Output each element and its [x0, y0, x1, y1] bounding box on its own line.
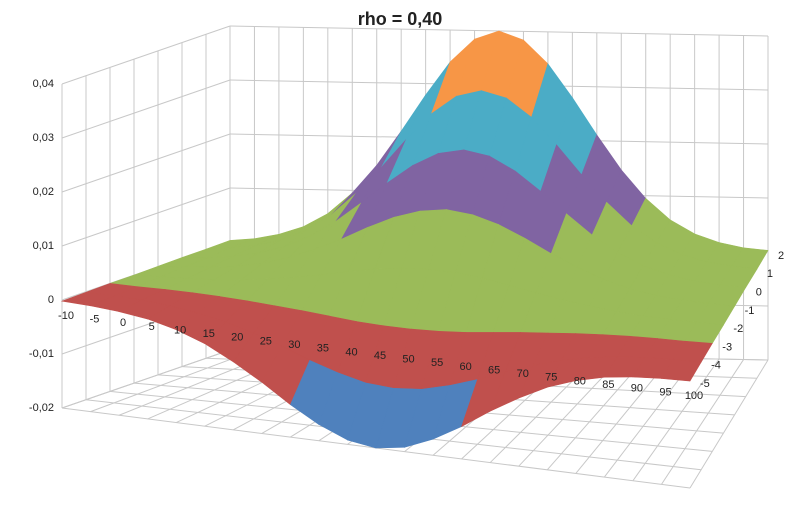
x-tick-label: 50: [402, 354, 414, 366]
x-tick-label: 30: [288, 339, 300, 351]
x-tick-label: 80: [574, 375, 586, 387]
chart-title: rho = 0,40: [358, 9, 443, 29]
x-tick-label: 5: [149, 321, 155, 333]
x-tick-label: 100: [685, 390, 703, 402]
depth-tick-label: 0: [756, 286, 762, 298]
x-tick-label: 85: [602, 379, 614, 391]
depth-tick-label: -3: [722, 341, 732, 353]
x-tick-label: 75: [545, 372, 557, 384]
depth-tick-label: -2: [733, 323, 743, 335]
x-tick-label: 40: [345, 346, 357, 358]
z-tick-label: 0,03: [33, 132, 54, 144]
x-tick-label: 70: [517, 368, 529, 380]
surface-cell: [660, 359, 702, 382]
grid-line: [61, 25, 231, 85]
z-tick-label: -0,02: [29, 402, 54, 414]
grid-line: [661, 359, 744, 485]
x-tick-label: 60: [460, 361, 472, 373]
x-tick-label: 65: [488, 364, 500, 376]
z-tick-label: -0,01: [29, 348, 54, 360]
x-tick-label: 45: [374, 350, 386, 362]
grid-line: [61, 187, 231, 247]
depth-tick-label: -1: [745, 305, 755, 317]
x-tick-label: 20: [231, 332, 243, 344]
grid-line: [61, 133, 231, 193]
depth-tick-label: -4: [711, 360, 721, 372]
grid-line: [61, 79, 231, 139]
x-tick-label: -10: [58, 310, 74, 322]
x-tick-label: 0: [120, 317, 126, 329]
z-tick-label: 0: [48, 294, 54, 306]
grid-line: [632, 358, 720, 482]
grid-line: [90, 349, 255, 413]
z-tick-label: 0,02: [33, 186, 54, 198]
x-tick-label: -5: [90, 314, 100, 326]
x-tick-label: 10: [174, 324, 186, 336]
z-tick-label: 0,04: [33, 78, 54, 90]
z-tick-label: 0,01: [33, 240, 54, 252]
x-tick-label: 55: [431, 357, 443, 369]
depth-tick-label: 2: [778, 250, 784, 262]
depth-tick-label: -5: [700, 378, 710, 390]
grid-line: [61, 349, 231, 409]
grid-line: [689, 359, 769, 489]
x-tick-label: 90: [631, 383, 643, 395]
x-tick-label: 25: [260, 335, 272, 347]
x-tick-label: 15: [203, 328, 215, 340]
x-tick-label: 35: [317, 343, 329, 355]
depth-tick-label: 1: [767, 268, 773, 280]
x-tick-label: 95: [659, 386, 671, 398]
